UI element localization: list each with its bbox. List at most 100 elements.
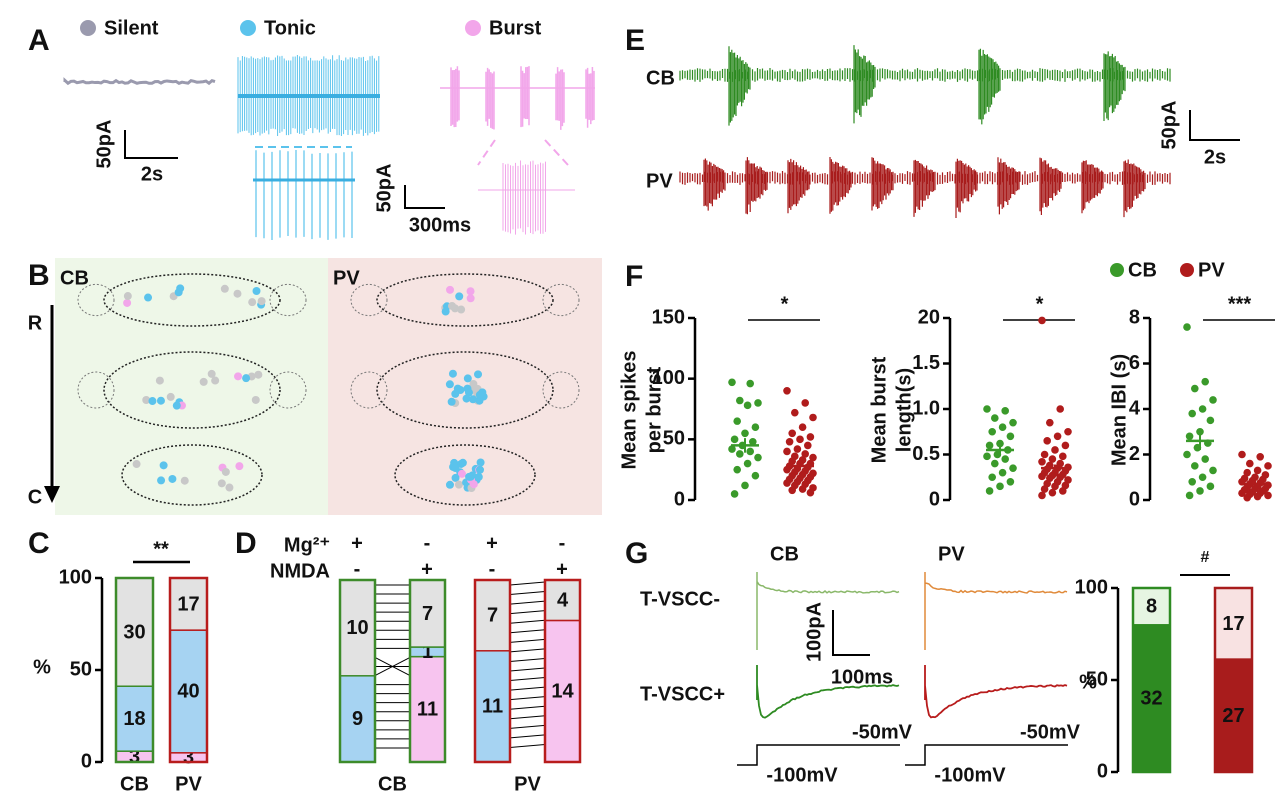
data-point <box>1006 478 1015 486</box>
data-point <box>801 450 809 458</box>
current-trace <box>924 572 1068 650</box>
data-point <box>751 423 760 432</box>
pair-line <box>509 629 546 634</box>
data-point <box>733 465 741 474</box>
data-point <box>983 405 991 413</box>
condition-sign: + <box>421 558 433 580</box>
data-point <box>1238 489 1246 497</box>
cell-dot <box>441 307 450 316</box>
cell-dot <box>172 401 181 410</box>
pair-line <box>509 743 546 748</box>
data-point <box>754 453 762 462</box>
data-point <box>1246 459 1254 468</box>
x-tick-label: PV <box>175 773 202 795</box>
slice-outline <box>394 444 536 506</box>
pair-line <box>509 600 546 605</box>
pair-line <box>509 667 546 672</box>
data-point <box>1038 316 1046 325</box>
data-point <box>1053 432 1062 441</box>
y-tick-label: 2 <box>1129 443 1140 465</box>
cell-dot <box>466 294 475 303</box>
bar-outline <box>168 576 209 764</box>
pair-line <box>509 715 546 720</box>
cell-dot <box>142 395 151 404</box>
pair-line <box>509 677 546 682</box>
zoom-guide <box>477 139 496 166</box>
y-tick-label: 0 <box>81 750 92 772</box>
data-point <box>1061 441 1070 450</box>
data-point <box>1209 396 1217 404</box>
legend-label: Silent <box>104 17 159 39</box>
voltage-label: -100mV <box>766 764 838 786</box>
scale-label: 300ms <box>409 214 471 236</box>
data-point <box>998 423 1007 432</box>
cell-dot <box>454 480 463 489</box>
y-axis-label: % <box>33 656 51 678</box>
data-point <box>1253 466 1262 475</box>
data-point <box>1238 450 1246 459</box>
cell-dot <box>469 480 478 489</box>
slice-lobe <box>350 283 388 317</box>
y-axis-label: length(s) <box>893 368 915 452</box>
data-point <box>1056 405 1064 413</box>
axis-label: R <box>28 312 43 334</box>
data-point <box>1198 405 1207 413</box>
bar-value: 14 <box>551 681 574 703</box>
y-tick-label: 6 <box>1129 352 1140 374</box>
bar-value: 17 <box>1222 613 1244 635</box>
panel-label: A <box>28 24 50 57</box>
data-point <box>998 468 1007 477</box>
data-point <box>728 445 736 453</box>
y-tick-label: 50 <box>70 658 92 680</box>
data-point <box>1059 452 1067 461</box>
data-point <box>1243 468 1251 477</box>
data-point <box>788 429 796 438</box>
y-tick-label: 0 <box>1097 760 1108 782</box>
data-point <box>1201 455 1209 463</box>
legend-dot <box>1110 263 1124 277</box>
bar-value: 30 <box>123 621 145 643</box>
panel-label: G <box>625 537 648 570</box>
data-point <box>1201 377 1209 386</box>
data-point <box>741 481 749 490</box>
data-point <box>806 488 815 497</box>
y-tick-label: 0 <box>929 488 940 510</box>
bar-value: 11 <box>417 699 438 721</box>
y-axis-label: Mean burst <box>868 356 890 463</box>
scale-label: 2s <box>1204 146 1226 168</box>
voltage-label: -100mV <box>934 764 1006 786</box>
pair-line <box>509 610 546 615</box>
pair-line <box>509 657 546 662</box>
bar-segment <box>409 579 446 648</box>
cell-dot <box>155 376 164 385</box>
bar-value: 27 <box>1222 705 1244 727</box>
cell-dot <box>157 476 166 485</box>
cell-dot <box>242 374 251 383</box>
pair-line <box>374 656 411 676</box>
data-point <box>730 435 739 444</box>
cell-dot <box>234 372 243 381</box>
data-point <box>983 452 991 461</box>
data-point <box>1188 409 1196 418</box>
bar-value: 40 <box>177 681 199 703</box>
bar-segment <box>115 577 154 687</box>
significance: * <box>1036 293 1044 315</box>
data-point <box>793 445 802 453</box>
data-point <box>996 439 1004 448</box>
scale-bar <box>124 130 178 159</box>
data-point <box>785 437 794 446</box>
cell-dot <box>475 396 484 405</box>
trace-label: PV <box>646 170 673 192</box>
data-point <box>1264 491 1272 500</box>
cell-dot <box>446 285 455 294</box>
cell-dot <box>123 292 132 301</box>
cell-dot <box>144 293 153 302</box>
data-point <box>1038 457 1046 466</box>
slice-lobe <box>542 371 580 409</box>
pair-line <box>509 696 546 701</box>
data-point <box>1046 418 1054 427</box>
cell-dot <box>199 377 208 386</box>
condition-label: Mg²⁺ <box>284 534 330 556</box>
data-point <box>1206 482 1215 491</box>
data-point <box>985 441 994 450</box>
